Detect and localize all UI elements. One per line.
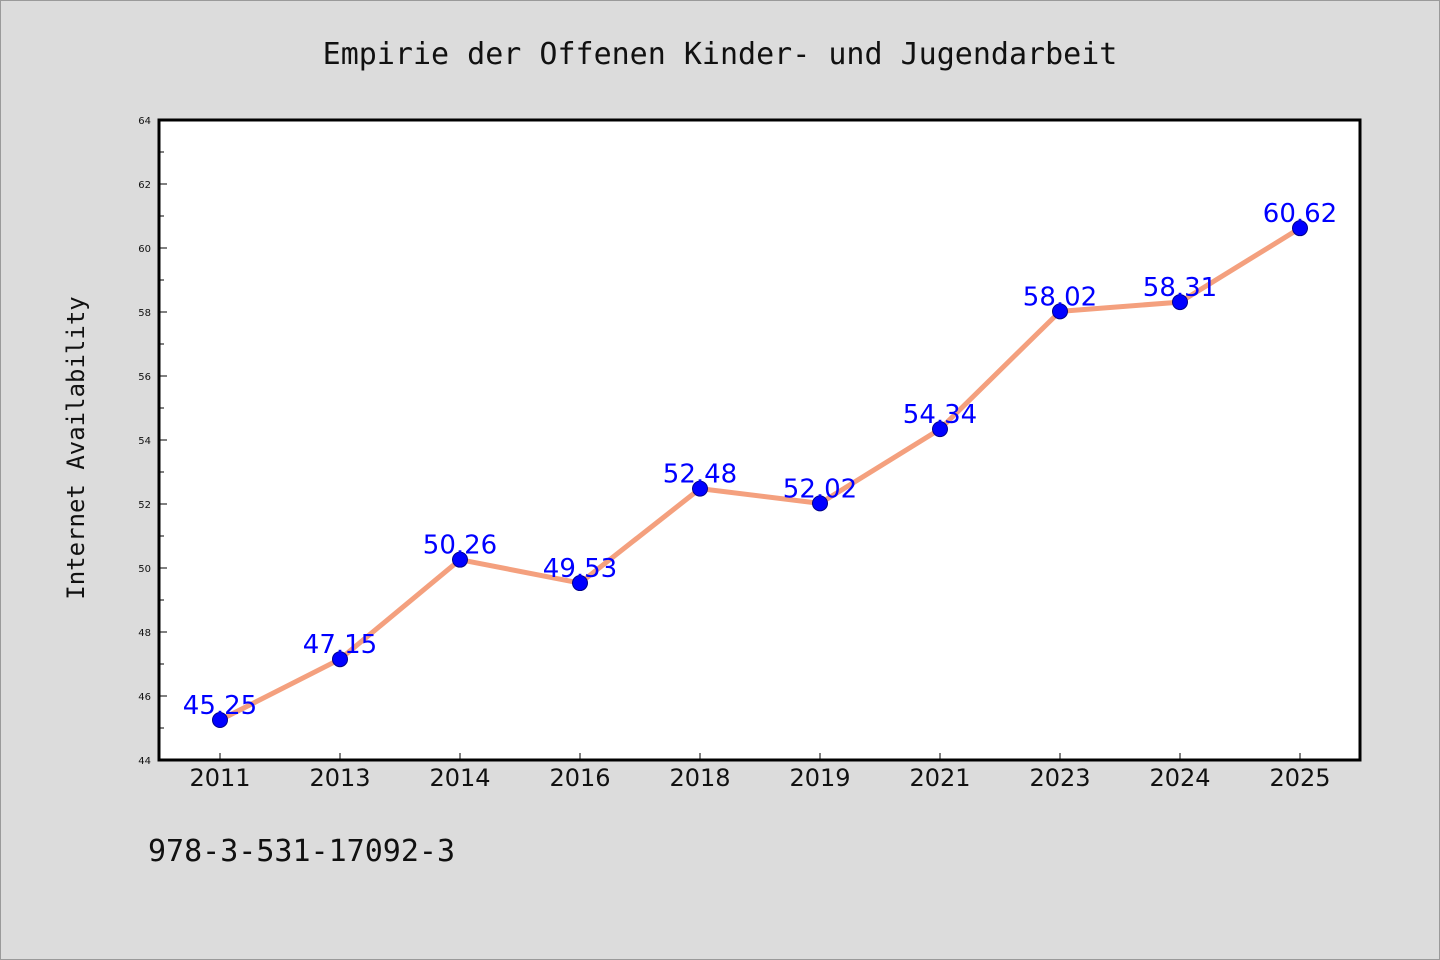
data-label: 47.15 — [303, 630, 377, 660]
data-label: 45.25 — [183, 691, 257, 721]
data-point — [332, 651, 348, 668]
y-tick-label: 46 — [138, 692, 151, 703]
x-tick-label: 2014 — [429, 764, 490, 792]
x-tick-label: 2023 — [1029, 764, 1090, 792]
data-label: 58.31 — [1143, 273, 1217, 303]
data-point — [1292, 220, 1308, 237]
x-tick-label: 2021 — [909, 764, 970, 792]
x-tick-label: 2019 — [789, 764, 850, 792]
x-axis: 2011 2013 2014 2016 2018 2019 2021 2023 2024 2025 — [189, 753, 1331, 792]
data-label: 58.02 — [1023, 282, 1097, 312]
data-label: 52.48 — [663, 460, 737, 490]
data-point — [1052, 303, 1068, 320]
data-point — [212, 712, 228, 728]
y-tick-label: 64 — [138, 116, 151, 127]
data-point — [452, 551, 468, 568]
x-tick-label: 2018 — [669, 764, 730, 792]
data-label: 54.34 — [903, 400, 977, 430]
series — [212, 220, 1308, 728]
y-tick-label: 62 — [138, 180, 151, 191]
chart-title: Empirie der Offenen Kinder- und Jugendar… — [323, 37, 1118, 72]
y-tick-label: 56 — [138, 372, 151, 383]
data-label: 52.02 — [783, 474, 857, 504]
data-label: 60.62 — [1263, 199, 1337, 229]
data-labels: 45.25 47.15 50.26 49.53 52.48 52.02 54.34 58.02… — [183, 199, 1337, 721]
x-tick-label: 2024 — [1149, 764, 1210, 792]
data-point — [692, 480, 708, 497]
x-tick-label: 2016 — [549, 764, 610, 792]
y-axis-label: Internet Availability — [62, 296, 90, 599]
y-tick-label: 44 — [138, 756, 151, 767]
y-tick-label: 54 — [138, 436, 151, 447]
y-tick-label: 60 — [138, 244, 151, 255]
data-point — [1172, 294, 1188, 311]
x-tick-label: 2013 — [309, 764, 370, 792]
y-tick-label: 50 — [138, 564, 151, 575]
plot-area — [157, 118, 1362, 762]
data-label: 50.26 — [423, 531, 497, 561]
data-label: 49.53 — [543, 554, 617, 584]
y-tick-label: 58 — [138, 308, 151, 319]
y-tick-label: 52 — [138, 500, 151, 511]
y-tick-label: 48 — [138, 628, 151, 639]
data-point — [812, 495, 828, 512]
footnote-isbn: 978-3-531-17092-3 — [148, 834, 456, 869]
x-tick-label: 2011 — [189, 764, 250, 792]
data-point — [572, 575, 588, 592]
data-point — [932, 421, 948, 438]
series-line — [217, 225, 1303, 723]
y-axis: 44 46 48 50 52 54 56 58 60 62 64 — [138, 116, 167, 767]
x-tick-label: 2025 — [1269, 764, 1330, 792]
